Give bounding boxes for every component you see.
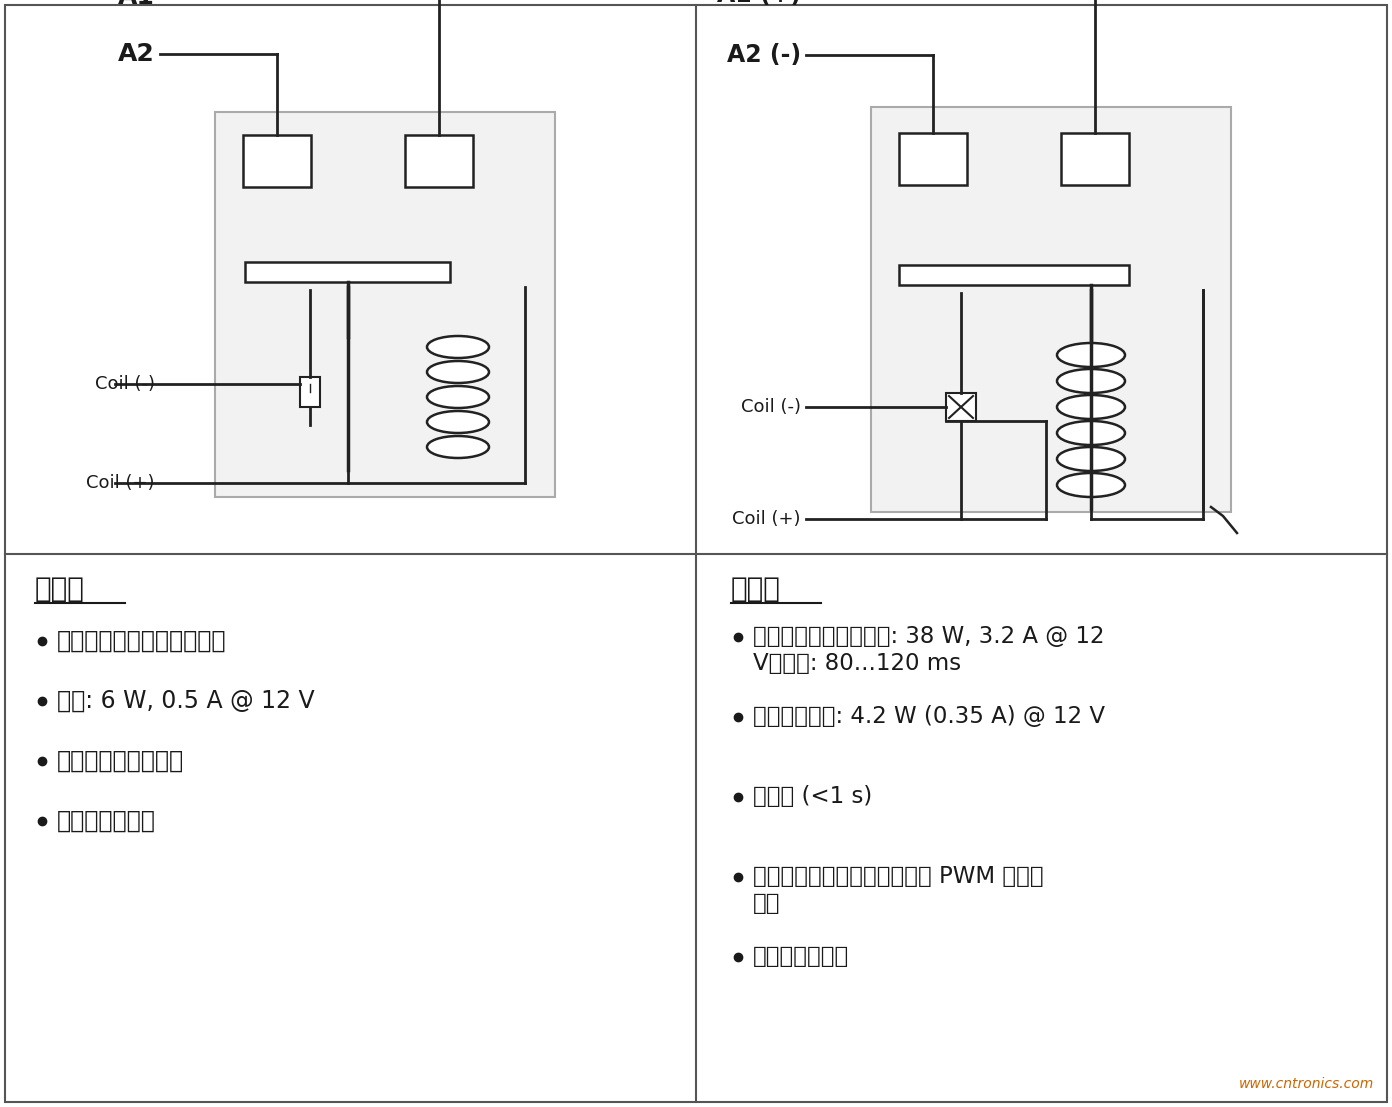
Text: 集成线圈接线端: 集成线圈接线端 bbox=[753, 945, 849, 968]
Bar bbox=[899, 265, 1129, 284]
Text: A2 (-): A2 (-) bbox=[727, 43, 800, 68]
Ellipse shape bbox=[427, 411, 489, 433]
Ellipse shape bbox=[1057, 343, 1125, 368]
Text: 双线圈: 双线圈 bbox=[731, 576, 781, 603]
Ellipse shape bbox=[1057, 447, 1125, 470]
Text: 单线圈: 单线圈 bbox=[35, 576, 85, 603]
Text: 功耗: 6 W, 0.5 A @ 12 V: 功耗: 6 W, 0.5 A @ 12 V bbox=[57, 689, 315, 713]
Bar bbox=[947, 393, 976, 421]
Bar bbox=[245, 262, 450, 282]
Text: 缺点: 缺点 bbox=[753, 892, 781, 915]
Bar bbox=[301, 377, 320, 407]
Text: A1 (+): A1 (+) bbox=[717, 0, 800, 7]
Ellipse shape bbox=[1057, 421, 1125, 445]
Ellipse shape bbox=[1057, 369, 1125, 393]
Ellipse shape bbox=[427, 436, 489, 458]
Bar bbox=[1061, 133, 1129, 185]
Text: A2: A2 bbox=[118, 42, 155, 66]
Text: 热重启 (<1 s): 热重启 (<1 s) bbox=[753, 785, 873, 808]
Text: 无需节能电路板装置: 无需节能电路板装置 bbox=[57, 748, 184, 773]
Text: www.cntronics.com: www.cntronics.com bbox=[1239, 1077, 1374, 1092]
Text: Coil (-): Coil (-) bbox=[95, 375, 155, 393]
Text: A1: A1 bbox=[118, 0, 155, 9]
Ellipse shape bbox=[427, 386, 489, 408]
Text: 集成线圈接线端: 集成线圈接线端 bbox=[57, 808, 156, 832]
Bar bbox=[871, 107, 1231, 513]
Bar bbox=[214, 112, 555, 497]
Text: Coil (-): Coil (-) bbox=[741, 399, 800, 416]
Ellipse shape bbox=[427, 361, 489, 383]
Bar bbox=[405, 135, 473, 187]
Text: Coil (+): Coil (+) bbox=[86, 474, 155, 492]
Text: 保持工作功耗: 4.2 W (0.35 A) @ 12 V: 保持工作功耗: 4.2 W (0.35 A) @ 12 V bbox=[753, 705, 1105, 728]
Text: V，时间: 80...120 ms: V，时间: 80...120 ms bbox=[753, 652, 960, 675]
Bar bbox=[244, 135, 310, 187]
Bar bbox=[899, 133, 967, 185]
Text: Coil (+): Coil (+) bbox=[732, 510, 800, 528]
Text: 闭合（触点接触）功率: 38 W, 3.2 A @ 12: 闭合（触点接触）功率: 38 W, 3.2 A @ 12 bbox=[753, 625, 1104, 648]
Ellipse shape bbox=[1057, 395, 1125, 420]
Ellipse shape bbox=[427, 337, 489, 358]
Text: 闭合过程中不产生额外电流: 闭合过程中不产生额外电流 bbox=[57, 629, 227, 652]
Ellipse shape bbox=[1057, 473, 1125, 497]
Text: 工作原理类似节电器，但没有 PWM 电路的: 工作原理类似节电器，但没有 PWM 电路的 bbox=[753, 865, 1044, 888]
